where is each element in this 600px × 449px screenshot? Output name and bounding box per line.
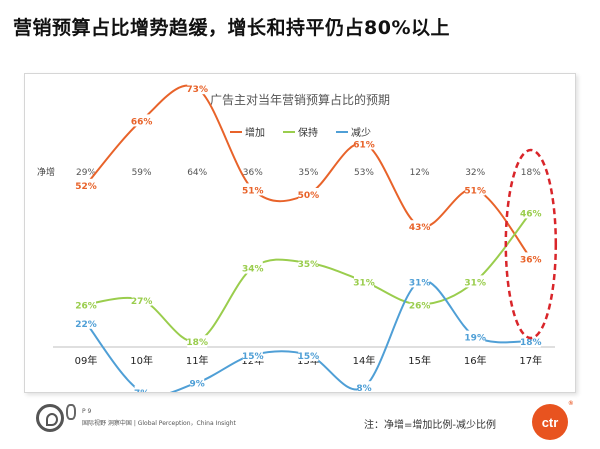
bulb-icon [66, 404, 76, 420]
data-label: 18% [186, 338, 208, 348]
chart-title: 广告主对当年营销预算占比的预期 [210, 92, 390, 107]
data-label: 15% [242, 352, 264, 362]
net-increase-value: 35% [298, 168, 318, 178]
data-label: 34% [242, 265, 264, 275]
data-label-bg [134, 385, 149, 392]
data-label-bg [76, 298, 96, 311]
data-label: 19% [464, 334, 486, 344]
page-headline: 营销预算占比增势趋缓，增长和持平仍占80%以上 [13, 17, 450, 39]
data-label: 46% [520, 209, 542, 219]
data-label: 22% [75, 320, 97, 330]
data-label: 8% [356, 384, 371, 392]
x-tick-label: 10年 [130, 354, 153, 367]
page-number: P 9 [82, 408, 92, 415]
data-label: 50% [298, 191, 320, 201]
data-label-bg [131, 293, 152, 306]
data-label: 31% [464, 278, 486, 288]
data-label: 27% [131, 297, 153, 307]
net-increase-value: 53% [354, 168, 374, 178]
net-increase-value: 18% [521, 168, 541, 178]
data-label-bg [298, 257, 319, 269]
net-increase-value: 36% [243, 168, 263, 178]
x-tick-label: 14年 [353, 354, 376, 367]
highlight-ellipse [504, 148, 558, 340]
data-label-bg [131, 114, 152, 127]
data-label-bg [298, 188, 319, 200]
data-label: 26% [409, 301, 431, 311]
data-label-bg [76, 178, 96, 191]
registered-mark: ® [568, 401, 573, 407]
series-line-2 [85, 279, 531, 392]
data-label-bg [354, 275, 374, 288]
data-label: 31% [353, 278, 375, 288]
data-label-bg [465, 330, 486, 343]
legend-label-1: 保持 [298, 126, 318, 139]
data-label: 52% [75, 182, 97, 192]
data-label-bg [187, 82, 208, 95]
data-label-bg [187, 335, 208, 348]
data-label: 51% [242, 186, 264, 196]
data-label: 9% [190, 380, 205, 390]
data-label-bg [242, 349, 263, 361]
data-label-bg [465, 275, 486, 288]
data-label: 36% [520, 255, 542, 265]
data-label: 66% [131, 117, 153, 127]
ctr-logo-text: ctr [541, 414, 559, 430]
data-label: 26% [75, 301, 97, 311]
net-increase-value: 64% [187, 168, 207, 178]
legend-label-0: 增加 [245, 126, 265, 139]
data-label: 43% [409, 223, 431, 233]
data-label-bg [409, 298, 430, 311]
data-label: 18% [520, 338, 542, 348]
data-label-bg [190, 376, 205, 389]
data-label-bg [465, 183, 486, 196]
x-tick-label: 15年 [408, 354, 431, 367]
footnote: 注：净增=增加比例-减少比例 [364, 420, 496, 431]
data-label: 35% [298, 260, 320, 270]
x-tick-label: 11年 [186, 354, 209, 367]
x-tick-label: 09年 [75, 354, 98, 367]
data-label: 31% [409, 278, 431, 288]
data-label-bg [520, 335, 541, 348]
ctr-logo: ctr ® [532, 401, 573, 440]
data-label-bg [520, 252, 541, 265]
data-label-bg [520, 206, 541, 219]
chart-card: 广告主对当年营销预算占比的预期增加 保持 减少净增 29% 59% 64% 36% 35% 53… [24, 73, 576, 393]
data-label-bg [357, 381, 371, 392]
data-label-bg [242, 261, 263, 274]
data-label: 15% [298, 352, 320, 362]
data-label-bg [409, 220, 430, 233]
data-label-bg [76, 316, 96, 329]
data-label-bg [354, 137, 374, 150]
net-increase-value: 29% [76, 168, 96, 178]
data-label: 7% [134, 389, 149, 392]
data-label: 61% [353, 140, 375, 150]
series-line-1 [85, 211, 532, 343]
data-label: 73% [186, 85, 208, 95]
data-label-bg [242, 183, 263, 196]
data-label-bg [298, 349, 319, 361]
legend-label-2: 减少 [351, 127, 371, 139]
data-label-bg [409, 275, 430, 288]
net-increase-value: 32% [465, 168, 485, 178]
brand-emblem-icon [36, 404, 64, 432]
x-tick-label: 16年 [464, 354, 487, 367]
x-tick-label: 17年 [519, 354, 542, 367]
net-increase-value: 12% [410, 168, 430, 178]
data-label: 51% [464, 186, 486, 196]
net-increase-label: 净增 [37, 166, 55, 178]
net-increase-value: 59% [132, 168, 152, 178]
footer-tagline: 国际视野 洞察中国 | Global Perception，China Insi… [82, 420, 236, 427]
